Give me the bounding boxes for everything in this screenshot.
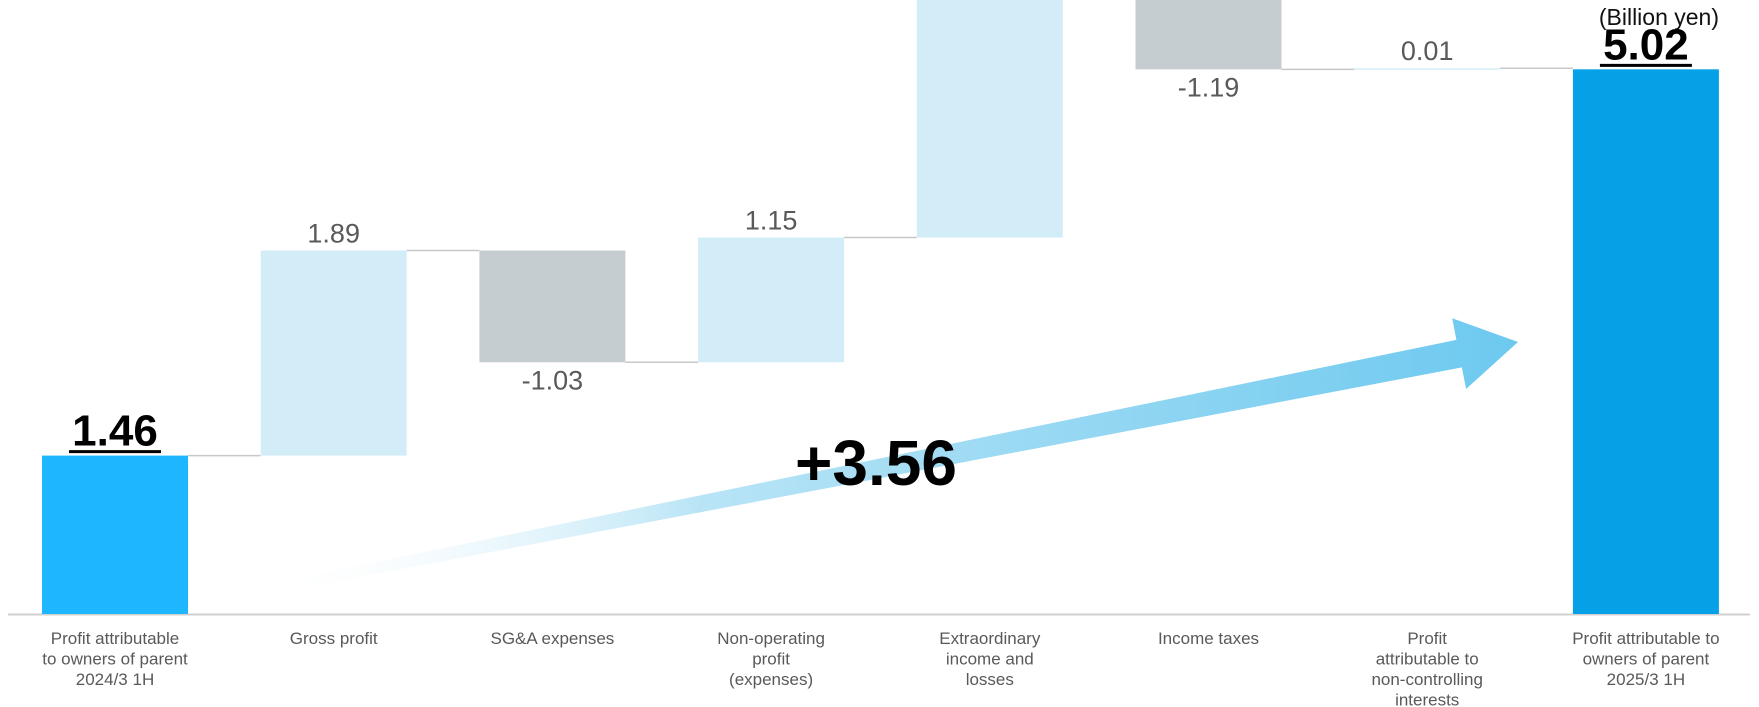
- category-label: Profit attributable to owners of parent 20…: [42, 629, 188, 689]
- category-label: Income taxes: [1158, 629, 1259, 648]
- increase-bar: [916, 0, 1063, 238]
- decrease-bar: [1135, 0, 1282, 70]
- increase-bar: [1354, 68, 1501, 70]
- data-value-label: 1.89: [307, 219, 360, 249]
- data-value-label: -1.19: [1178, 72, 1240, 102]
- category-label: SG&A expenses: [490, 629, 614, 648]
- category-label: Extraordinary income and losses: [939, 629, 1041, 689]
- data-value-label: 0.01: [1401, 36, 1454, 66]
- decrease-bar: [479, 250, 626, 363]
- change-annotation-label: +3.56: [795, 427, 957, 499]
- category-label: Profit attributable to owners of parent 20…: [1572, 629, 1719, 689]
- unit-label: (Billion yen): [1598, 4, 1719, 30]
- data-value-label: 1.15: [745, 206, 798, 236]
- increase-bar: [698, 237, 845, 363]
- change-arrow: [264, 318, 1518, 595]
- total-value-label: 1.46: [72, 407, 158, 456]
- total-bar: [42, 455, 188, 614]
- total-value-label: 5.02: [1603, 20, 1689, 69]
- data-value-label: -1.03: [522, 365, 584, 395]
- category-label: Profit attributable to non-controlling inte…: [1371, 629, 1483, 707]
- category-label: Gross profit: [290, 629, 378, 648]
- category-label: Non-operating profit (expenses): [717, 629, 825, 689]
- total-bar: [1572, 69, 1719, 614]
- increase-bar: [260, 250, 407, 456]
